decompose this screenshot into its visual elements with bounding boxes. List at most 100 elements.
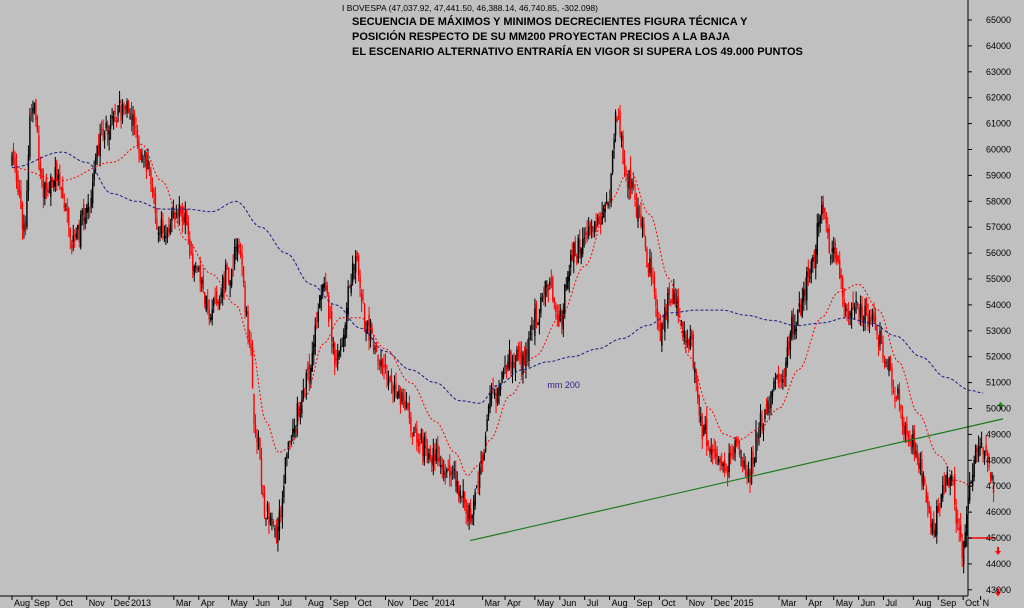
candle-down (316, 311, 318, 330)
candle-up (210, 313, 212, 323)
candle-body (123, 106, 125, 111)
candle-down (127, 99, 130, 114)
candle-body (767, 400, 769, 414)
candle-body (411, 432, 414, 435)
candle-body (452, 472, 454, 474)
candle-body (549, 281, 551, 286)
candle-body (260, 457, 263, 487)
candle-up (423, 432, 426, 466)
candle-body (432, 447, 435, 466)
candle-down (903, 416, 905, 441)
candle-body (599, 223, 602, 226)
candle-body (714, 448, 717, 457)
candle-body (201, 279, 203, 284)
candle-body (274, 528, 276, 531)
candle-body (296, 403, 299, 427)
candle-down (68, 206, 70, 237)
candle-up (205, 295, 207, 313)
candle-body (664, 307, 666, 332)
candle-body (112, 116, 115, 122)
x-tick-label: Apr (507, 598, 521, 608)
candle-down (752, 445, 754, 475)
candle-body (644, 236, 647, 248)
candle-up (72, 224, 74, 252)
candle-body (386, 371, 388, 380)
candle-down (619, 105, 621, 138)
candle-up (596, 213, 599, 227)
candle-down (697, 375, 699, 404)
candle-down (698, 394, 700, 423)
candle-down (232, 254, 234, 277)
candle-body (227, 267, 230, 282)
candle-down (244, 280, 246, 319)
candle-up (351, 255, 354, 286)
candle-down (217, 299, 219, 311)
candle-body (804, 288, 807, 297)
candle-body (734, 440, 736, 454)
candle-body (153, 189, 155, 196)
candle-down (389, 375, 391, 383)
candle-up (664, 299, 666, 341)
candle-body (710, 449, 712, 455)
candle-up (743, 453, 745, 470)
candle-body (683, 330, 685, 338)
candle-up (86, 204, 88, 224)
candle-down (952, 478, 954, 486)
candle-up (538, 308, 541, 335)
candle-up (405, 392, 408, 410)
candle-body (357, 255, 360, 276)
candle-up (541, 292, 544, 303)
candle-up (486, 414, 488, 432)
candle-body (165, 235, 167, 239)
x-tick-label: Jun (861, 598, 876, 608)
candle-up (818, 213, 820, 237)
candle-body (889, 357, 892, 369)
ma200-line (11, 151, 984, 404)
candle-up (973, 455, 975, 482)
candle-up (103, 130, 106, 149)
x-tick-label: Sep (34, 598, 50, 608)
candle-body (731, 449, 733, 451)
candle-down (469, 498, 472, 525)
candle-down (891, 363, 893, 396)
candle-body (835, 252, 838, 262)
x-tick-label: May (231, 598, 249, 608)
candle-body (704, 424, 706, 430)
candle-down (731, 444, 733, 460)
candle-body (619, 111, 621, 135)
candle-down (679, 307, 681, 318)
candle-body (490, 391, 493, 399)
candle-body (964, 532, 966, 547)
candle-down (629, 156, 632, 199)
candle-up (212, 297, 215, 314)
candle-body (753, 457, 756, 465)
candle-body (363, 303, 366, 330)
candle-body (921, 458, 923, 484)
candle-body (738, 448, 741, 455)
candle-body (596, 217, 599, 225)
arrow-down-icon (995, 546, 1002, 555)
candle-up (322, 283, 324, 299)
y-tick-label: 59000 (986, 170, 1011, 180)
candle-body (864, 305, 866, 324)
candle-up (129, 108, 131, 120)
candle-body (788, 340, 790, 355)
candle-body (691, 330, 693, 340)
candle-body (45, 177, 48, 190)
candle-body (26, 190, 28, 228)
candle-down (780, 373, 783, 389)
candle-down (924, 476, 926, 486)
candle-body (347, 286, 349, 315)
candle-down (626, 173, 629, 199)
candle-body (968, 482, 971, 501)
candle-body (23, 224, 25, 230)
candle-body (523, 352, 526, 365)
candle-body (186, 210, 188, 226)
candle-up (269, 512, 272, 526)
candle-body (516, 349, 518, 361)
candle-up (44, 181, 46, 206)
candle-body (861, 306, 863, 322)
candle-up (350, 273, 352, 297)
candle-body (251, 347, 254, 388)
candle-body (145, 154, 148, 172)
